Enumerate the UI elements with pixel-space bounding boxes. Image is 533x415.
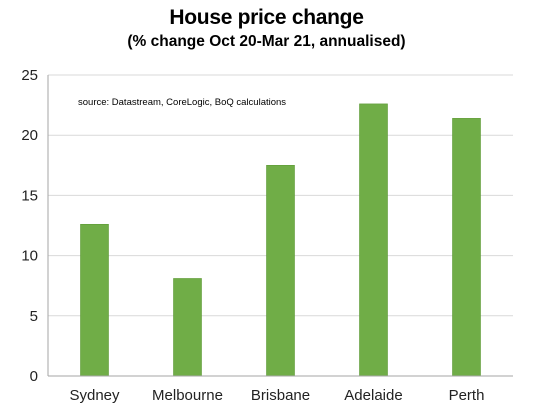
axes [47, 75, 513, 377]
y-tick-label: 5 [30, 308, 38, 325]
x-tick-label-sydney: Sydney [69, 387, 120, 404]
x-tick-label-perth: Perth [449, 387, 485, 404]
chart-title: House price change [169, 6, 364, 29]
chart-subtitle: (% change Oct 20-Mar 21, annualised) [127, 33, 406, 50]
bar-perth [452, 118, 481, 377]
y-tick-label: 20 [21, 127, 38, 144]
bars [80, 103, 481, 377]
x-axis-ticks: Sydney Melbourne Brisbane Adelaide Perth [69, 387, 484, 404]
y-tick-label: 25 [21, 67, 38, 84]
x-tick-label-melbourne: Melbourne [152, 387, 223, 404]
x-tick-label-adelaide: Adelaide [344, 387, 402, 404]
bar-brisbane [266, 165, 295, 377]
bar-adelaide [359, 103, 388, 377]
y-tick-label: 10 [21, 248, 38, 265]
source-note: source: Datastream, CoreLogic, BoQ calcu… [78, 97, 286, 108]
bar-melbourne [173, 278, 202, 377]
y-tick-label: 15 [21, 187, 38, 204]
y-axis-ticks: 0 5 10 15 20 25 [21, 67, 38, 385]
bar-sydney [80, 223, 109, 377]
x-tick-label-brisbane: Brisbane [251, 387, 310, 404]
y-tick-label: 0 [30, 368, 38, 385]
